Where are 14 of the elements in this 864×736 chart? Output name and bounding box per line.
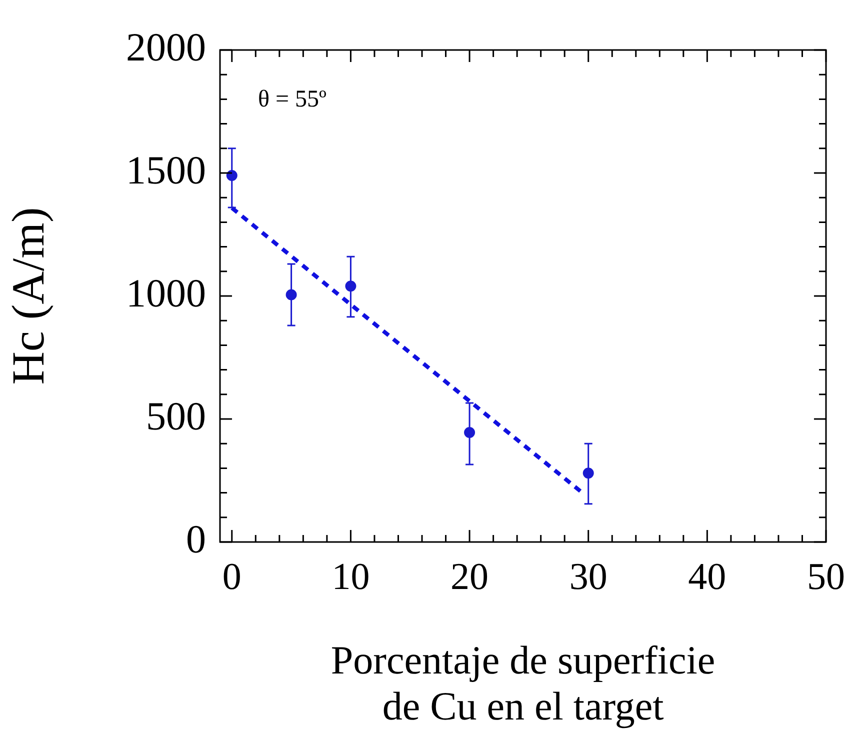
x-tick-label: 30 bbox=[569, 556, 608, 598]
y-tick-label: 1500 bbox=[126, 148, 206, 192]
y-tick-label: 0 bbox=[186, 516, 206, 562]
y-axis-title: Hc (A/m) bbox=[2, 207, 54, 385]
x-tick-label: 50 bbox=[807, 556, 845, 598]
y-tick-label: 2000 bbox=[126, 24, 206, 70]
x-axis-title: Porcentaje de superficie de Cu en el target bbox=[330, 638, 716, 728]
y-tick-label: 500 bbox=[146, 394, 206, 438]
x-tick-label: 10 bbox=[332, 556, 370, 598]
x-tick-label: 0 bbox=[222, 556, 242, 598]
x-tick-label: 20 bbox=[450, 556, 489, 598]
annotation: θ = 55º bbox=[258, 86, 328, 112]
x-tick-label: 40 bbox=[688, 556, 726, 598]
y-tick-label: 1000 bbox=[126, 270, 206, 316]
